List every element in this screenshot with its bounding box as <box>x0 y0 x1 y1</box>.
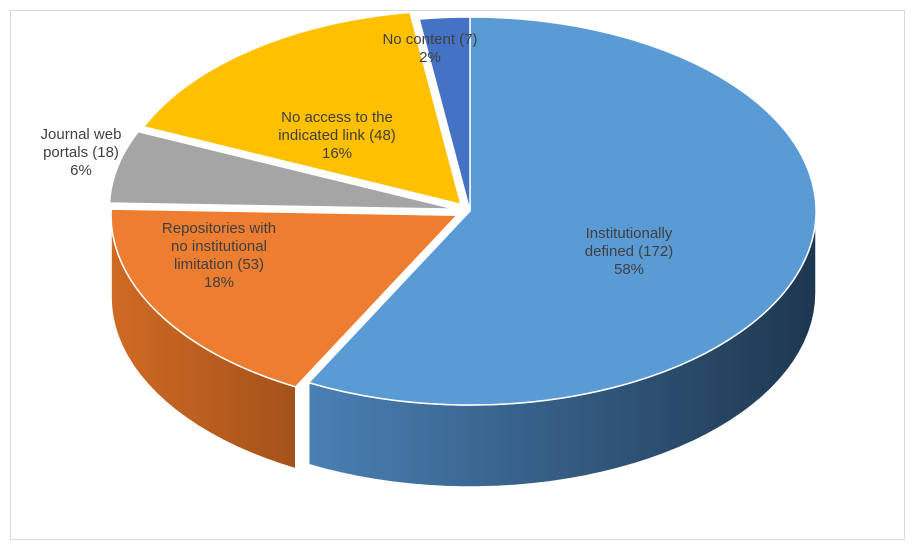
data-label-repositories-with-no-institutional-limitation: Repositories with no institutional limitat… <box>162 220 276 291</box>
slice-no-access-to-the-indicated-link <box>142 11 462 206</box>
data-label-journal-web-portals: Journal web portals (18) 6% <box>41 126 122 179</box>
data-label-no-access-to-the-indicated-link: No access to the indicated link (48) 16% <box>278 109 396 162</box>
pie-chart: Institutionally defined (172) 58% Repositor… <box>41 11 817 488</box>
chart-area: Institutionally defined (172) 58% Repositor… <box>10 10 905 540</box>
data-label-institutionally-defined: Institutionally defined (172) 58% <box>585 225 673 278</box>
slice-repositories-with-no-institutional-limitation <box>110 208 458 388</box>
data-label-no-content: No content (7) 2% <box>382 31 477 66</box>
slice-journal-web-portals <box>108 130 457 210</box>
slice-no-content <box>418 16 471 212</box>
slice-institutionally-defined <box>307 16 817 406</box>
